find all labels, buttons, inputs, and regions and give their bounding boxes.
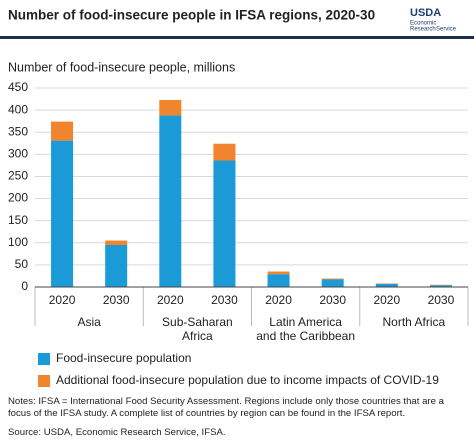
x-tick-label: 2020 xyxy=(373,293,400,307)
group-label: and the Caribbean xyxy=(256,329,355,343)
group-label: North Africa xyxy=(383,315,446,329)
group-label: Asia xyxy=(77,315,101,329)
bar-segment xyxy=(51,140,74,287)
y-tick-label: 100 xyxy=(8,235,28,249)
legend-label: Food-insecure population xyxy=(56,351,191,365)
y-tick-label: 250 xyxy=(8,169,28,183)
y-tick-label: 200 xyxy=(8,191,28,205)
x-tick-label: 2030 xyxy=(103,293,130,307)
logo-mark: USDA xyxy=(410,7,441,19)
bar-segment xyxy=(159,99,182,116)
group-label: Latin America xyxy=(269,315,342,329)
bar-segment xyxy=(267,271,290,275)
bar-segment xyxy=(321,278,344,280)
logo-text: Service xyxy=(436,27,457,33)
x-tick-label: 2020 xyxy=(157,293,184,307)
bar-segment xyxy=(105,240,128,245)
legend-label: Additional food-insecure population due … xyxy=(56,373,439,387)
bar-segment xyxy=(375,283,398,287)
bar-segment xyxy=(159,115,182,287)
bar-segment xyxy=(51,121,74,141)
bar-segment xyxy=(429,285,452,287)
group-label: Africa xyxy=(182,329,213,343)
notes: Notes: IFSA = International Food Securit… xyxy=(8,396,444,419)
y-tick-label: 400 xyxy=(8,102,28,116)
legend-swatch xyxy=(38,375,50,387)
chart-title: Number of food-insecure people in IFSA r… xyxy=(8,8,375,23)
bar-segment xyxy=(213,143,236,161)
x-tick-label: 2020 xyxy=(49,293,76,307)
y-tick-label: 350 xyxy=(8,124,28,138)
bar-segment xyxy=(105,244,128,287)
title-rule xyxy=(0,36,474,39)
x-tick-label: 2030 xyxy=(211,293,238,307)
logo-text: Economic xyxy=(410,21,436,27)
x-tick-label: 2030 xyxy=(319,293,346,307)
x-tick-label: 2030 xyxy=(428,293,455,307)
x-tick-label: 2020 xyxy=(265,293,292,307)
bar-segment xyxy=(213,160,236,287)
source: Source: USDA, Economic Research Service,… xyxy=(8,427,226,438)
bar-segment xyxy=(267,274,290,287)
y-tick-label: 450 xyxy=(8,80,28,94)
y-tick-label: 50 xyxy=(15,257,29,271)
group-label: Sub-Saharan xyxy=(162,315,233,329)
bar-segment xyxy=(321,279,344,287)
y-axis-label: Number of food-insecure people, millions xyxy=(8,60,235,74)
legend-swatch xyxy=(38,353,50,365)
logo-text: Research xyxy=(410,27,436,33)
y-tick-label: 0 xyxy=(21,279,28,293)
y-tick-label: 300 xyxy=(8,147,28,161)
y-tick-label: 150 xyxy=(8,213,28,227)
